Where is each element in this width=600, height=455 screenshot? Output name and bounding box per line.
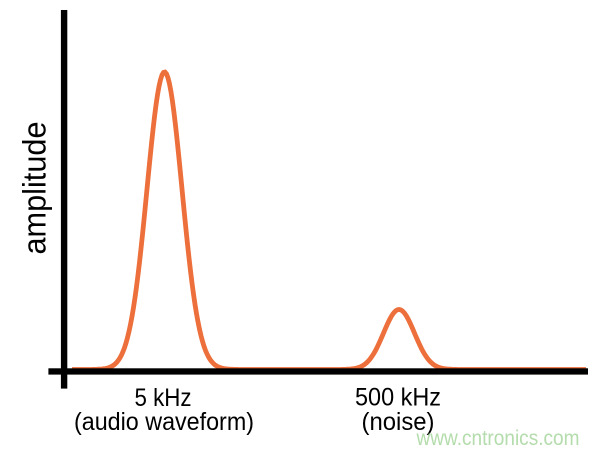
svg-text:500 kHz: 500 kHz [355,384,441,412]
svg-text:amplitude: amplitude [17,122,53,255]
svg-text:www.cntronics.com: www.cntronics.com [416,427,580,450]
svg-text:5 kHz: 5 kHz [135,384,192,412]
svg-text:(noise): (noise) [362,408,435,436]
svg-text:(audio waveform): (audio waveform) [74,408,254,436]
